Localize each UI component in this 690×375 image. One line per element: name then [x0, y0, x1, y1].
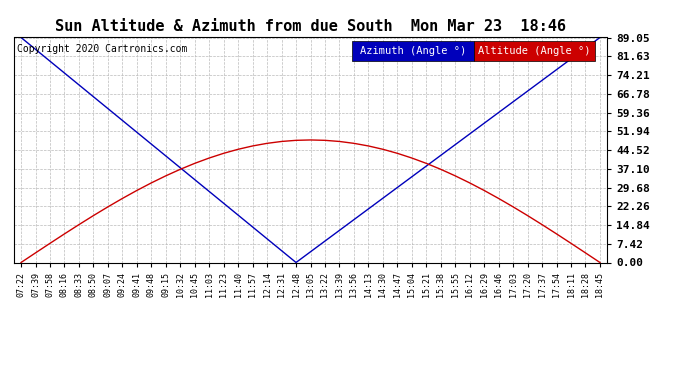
FancyBboxPatch shape — [473, 41, 595, 61]
Text: Copyright 2020 Cartronics.com: Copyright 2020 Cartronics.com — [17, 44, 187, 54]
Title: Sun Altitude & Azimuth from due South  Mon Mar 23  18:46: Sun Altitude & Azimuth from due South Mo… — [55, 18, 566, 33]
FancyBboxPatch shape — [352, 41, 473, 61]
Text: Altitude (Angle °): Altitude (Angle °) — [478, 46, 591, 56]
Text: Azimuth (Angle °): Azimuth (Angle °) — [359, 46, 466, 56]
